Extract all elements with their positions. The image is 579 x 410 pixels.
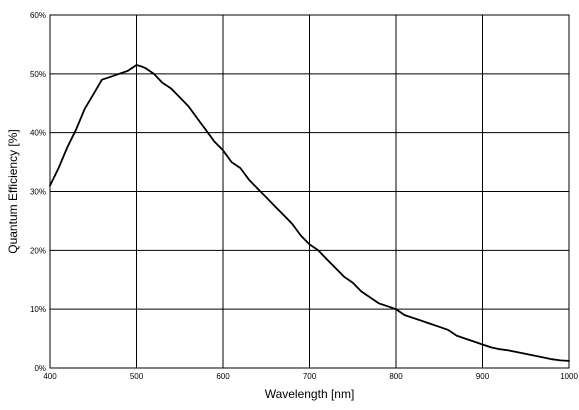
x-tick-label: 400 bbox=[43, 372, 57, 381]
x-tick-label: 600 bbox=[216, 372, 230, 381]
x-tick-label: 500 bbox=[130, 372, 144, 381]
y-axis-tick-labels: 0% 10% 20% 30% 40% 50% 60% bbox=[30, 11, 46, 373]
x-tick-label: 1000 bbox=[560, 372, 578, 381]
y-tick-label: 50% bbox=[30, 70, 46, 79]
y-axis-title: Quantum Efficiency [%] bbox=[6, 129, 20, 254]
y-tick-label: 30% bbox=[30, 188, 46, 197]
plot-area-frame bbox=[49, 14, 570, 369]
series-layer bbox=[49, 64, 570, 362]
x-axis-tick-labels: 400 500 600 700 800 900 1000 bbox=[43, 372, 578, 381]
x-tick-label: 800 bbox=[389, 372, 403, 381]
y-tick-label: 40% bbox=[30, 129, 46, 138]
y-tick-label: 60% bbox=[30, 11, 46, 20]
y-tick-label: 10% bbox=[30, 305, 46, 314]
x-axis-title: Wavelength [nm] bbox=[265, 387, 355, 401]
series-line-quantum-efficiency bbox=[49, 64, 570, 362]
y-tick-label: 0% bbox=[34, 364, 46, 373]
x-tick-label: 900 bbox=[476, 372, 490, 381]
y-tick-label: 20% bbox=[30, 246, 46, 255]
x-tick-label: 700 bbox=[303, 372, 317, 381]
